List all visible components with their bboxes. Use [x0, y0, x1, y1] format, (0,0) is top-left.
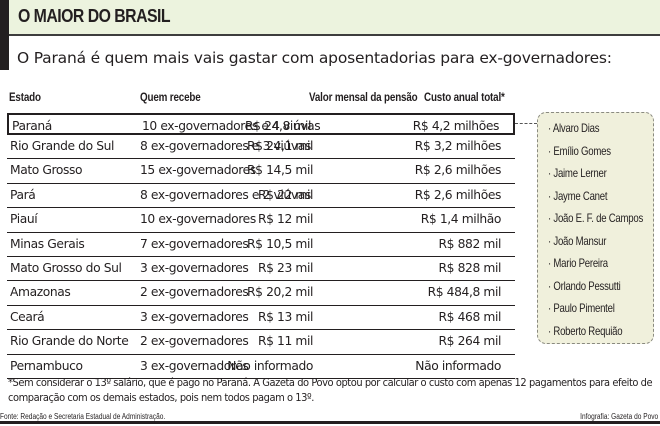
footer-rule — [0, 421, 660, 424]
cell-quem-recebe: 8 ex-governadores e 3 viúvas — [140, 139, 311, 153]
cell-valor-mensal: R$ 10,5 mil — [247, 236, 313, 251]
table-row: Rio Grande do Sul 8 ex-governadores e 3 … — [7, 135, 515, 160]
cell-valor-mensal: R$ 14,5 mil — [247, 163, 313, 178]
table-row-parana: Paraná 10 ex-governadores e 4 viúvas R$ … — [7, 113, 515, 135]
cell-custo-anual: R$ 468 mil — [438, 309, 502, 324]
cell-estado: Paraná — [12, 119, 52, 133]
cell-custo-anual: R$ 3,2 milhões — [414, 139, 502, 153]
governor-name: · João Mansur — [548, 233, 607, 248]
table-row: Ceará 3 ex-governadores R$ 13 mil R$ 468… — [7, 306, 515, 331]
cell-valor-mensal: R$ 24,8 mil — [245, 119, 311, 133]
footnote-line-1: *Sem considerar o 13º salário, que é pag… — [8, 376, 653, 389]
cell-custo-anual: R$ 264 mil — [438, 334, 502, 349]
table-row: Pará 8 ex-governadores e 2 viúvas R$ 22 … — [7, 184, 515, 209]
cell-estado: Rio Grande do Sul — [10, 139, 115, 153]
column-header-valor-mensal: Valor mensal da pensão — [309, 90, 418, 104]
governor-name: · Roberto Requião — [548, 323, 623, 338]
cell-estado: Pernambuco — [10, 358, 83, 373]
cell-estado: Pará — [10, 187, 36, 202]
cell-estado: Amazonas — [10, 285, 71, 300]
table-row: Amazonas 2 ex-governadores R$ 20,2 mil R… — [7, 281, 515, 306]
cell-custo-anual: Não informado — [415, 358, 501, 373]
cell-custo-anual: R$ 882 mil — [438, 236, 502, 251]
source-credit: Fonte: Redação e Secretaria Estadual de … — [0, 412, 166, 421]
column-header-custo-anual: Custo anual total* — [424, 90, 505, 104]
governor-name: · Emílio Gomes — [548, 143, 611, 158]
cell-estado: Ceará — [10, 309, 45, 324]
cell-valor-mensal: Não informado — [227, 358, 313, 373]
cell-quem-recebe: 7 ex-governadores — [140, 236, 249, 251]
governor-name: · Alvaro Dias — [548, 121, 600, 135]
governor-name: · Orlando Pessutti — [548, 278, 621, 293]
governor-name: · Paulo Pimentel — [548, 301, 615, 315]
cell-quem-recebe: 3 ex-governadores — [140, 260, 249, 275]
table-row: Piauí 10 ex-governadores R$ 12 mil R$ 1,… — [7, 208, 515, 233]
header-band: O MAIOR DO BRASIL — [9, 0, 660, 36]
cell-quem-recebe: 3 ex-governadores — [140, 358, 249, 373]
table-row: Mato Grosso 15 ex-governadores R$ 14,5 m… — [7, 159, 515, 184]
cell-valor-mensal: R$ 24,1 mil — [247, 139, 313, 153]
cell-valor-mensal: R$ 20,2 mil — [247, 285, 313, 300]
table-row: Minas Gerais 7 ex-governadores R$ 10,5 m… — [7, 233, 515, 257]
cell-custo-anual: R$ 2,6 milhões — [414, 187, 502, 202]
governor-name: · João E. F. de Campos — [548, 211, 644, 225]
cell-custo-anual: R$ 828 mil — [438, 260, 502, 275]
dashed-connector-line — [515, 123, 537, 124]
table-row: Rio Grande do Norte 2 ex-governadores R$… — [7, 330, 515, 355]
governor-name: · Jaime Lerner — [548, 166, 607, 180]
cell-valor-mensal: R$ 23 mil — [257, 260, 313, 275]
pension-table: Paraná 10 ex-governadores e 4 viúvas R$ … — [7, 113, 515, 379]
cell-custo-anual: R$ 4,2 milhões — [412, 119, 500, 133]
column-header-quem-recebe: Quem recebe — [140, 90, 201, 104]
cell-quem-recebe: 2 ex-governadores — [140, 334, 249, 349]
infographic-credit: Infografia: Gazeta do Povo — [579, 412, 658, 421]
table-row: Mato Grosso do Sul 3 ex-governadores R$ … — [7, 257, 515, 282]
governor-name: · Jayme Canet — [548, 188, 608, 203]
page-title: O MAIOR DO BRASIL — [18, 6, 171, 26]
subtitle: O Paraná é quem mais vais gastar com apo… — [17, 49, 612, 67]
cell-estado: Mato Grosso — [10, 163, 83, 178]
cell-custo-anual: R$ 1,4 milhão — [420, 212, 502, 227]
column-header-estado: Estado — [9, 90, 41, 104]
cell-valor-mensal: R$ 12 mil — [257, 212, 313, 227]
cell-quem-recebe: 10 ex-governadores e 4 viúvas — [142, 119, 321, 133]
cell-estado: Minas Gerais — [10, 236, 85, 251]
cell-estado: Mato Grosso do Sul — [10, 260, 122, 275]
governor-name: · Mario Pereira — [548, 256, 608, 270]
cell-quem-recebe: 10 ex-governadores — [140, 212, 256, 227]
footnote-line-2: comparação com os demais estados, pois n… — [8, 391, 314, 404]
cell-estado: Piauí — [10, 212, 38, 227]
cell-valor-mensal: R$ 13 mil — [257, 309, 313, 324]
table-row: Pernambuco 3 ex-governadores Não informa… — [7, 355, 515, 379]
cell-quem-recebe: 15 ex-governadores — [140, 163, 256, 178]
parana-governors-box: · Alvaro Dias · Emílio Gomes · Jaime Ler… — [537, 112, 654, 344]
cell-quem-recebe: 8 ex-governadores e 2 viúvas — [140, 187, 311, 202]
cell-custo-anual: R$ 2,6 milhões — [414, 163, 502, 178]
left-accent-bar — [0, 0, 9, 70]
cell-valor-mensal: R$ 22 mil — [257, 187, 313, 202]
cell-quem-recebe: 3 ex-governadores — [140, 309, 249, 324]
cell-estado: Rio Grande do Norte — [10, 334, 129, 349]
cell-quem-recebe: 2 ex-governadores — [140, 285, 249, 300]
cell-valor-mensal: R$ 11 mil — [257, 334, 313, 349]
cell-custo-anual: R$ 484,8 mil — [427, 285, 502, 300]
